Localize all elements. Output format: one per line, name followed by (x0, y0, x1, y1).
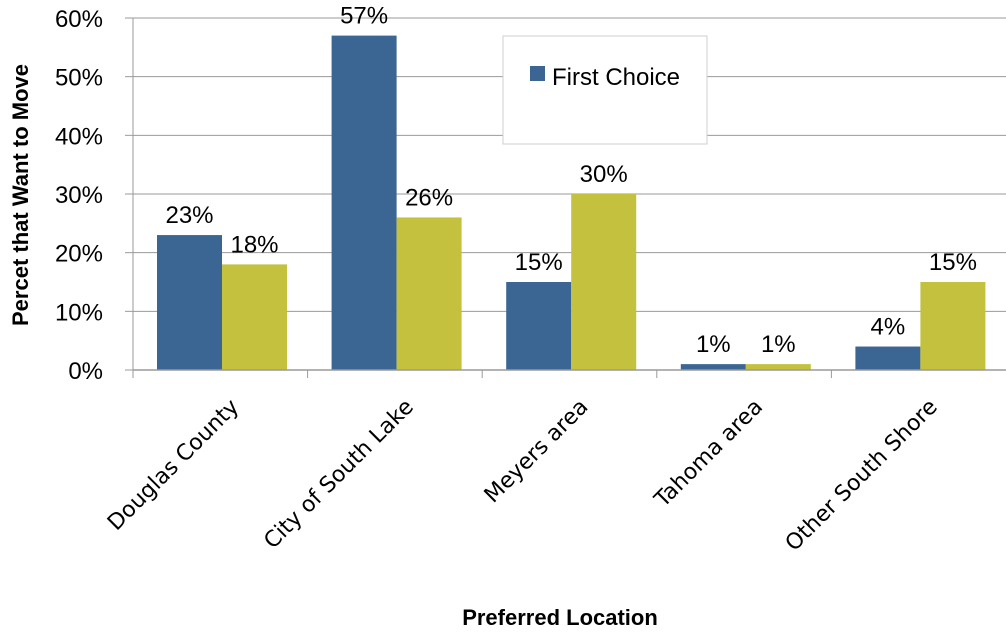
bar (506, 282, 572, 370)
data-label: 4% (871, 314, 906, 341)
y-tick-label: 30% (55, 182, 103, 209)
data-label: 23% (165, 202, 213, 229)
data-label: 15% (515, 249, 563, 276)
x-tick-label: Other South Shore (781, 395, 943, 557)
bars (157, 35, 986, 370)
bar (157, 235, 222, 370)
y-tick-label: 10% (55, 299, 103, 326)
x-axis-title: Preferred Location (462, 605, 658, 630)
data-label: 26% (405, 184, 453, 211)
legend-box (502, 35, 708, 145)
bar (920, 282, 986, 370)
data-label: 15% (929, 249, 977, 276)
legend-swatch-first-choice (530, 66, 545, 81)
bar (396, 217, 462, 370)
x-tick-label: City of South Lake (259, 395, 418, 554)
bar (331, 35, 397, 370)
data-labels: 23% 18% 57% 26% 15% 30% 1% 1% 4% 15% (165, 3, 976, 359)
bar (855, 346, 921, 370)
y-axis-title: Percet that Want to Move (8, 64, 33, 326)
data-label: 30% (580, 161, 628, 188)
y-tick-label: 60% (55, 6, 103, 33)
legend: First Choice (502, 35, 708, 145)
data-label: 1% (761, 331, 796, 358)
y-tick-label: 0% (68, 358, 103, 385)
x-tick-label: Douglas County (103, 395, 244, 536)
y-tick-label: 50% (55, 65, 103, 92)
bar (222, 264, 287, 370)
bar (571, 194, 637, 370)
x-axis (132, 369, 1006, 378)
bar (745, 364, 811, 370)
y-tick-label: 20% (55, 241, 103, 268)
data-label: 1% (696, 331, 731, 358)
y-axis-ticks: 0% 10% 20% 30% 40% 50% 60% (55, 6, 134, 385)
y-tick-label: 40% (55, 123, 103, 150)
x-axis-categories: Douglas County City of South Lake Meyers a… (103, 395, 943, 557)
bar (680, 364, 746, 370)
x-tick-label: Tahoma area (649, 395, 768, 514)
data-label: 18% (230, 231, 278, 258)
legend-label-first-choice: First Choice (552, 64, 680, 91)
data-label: 57% (340, 3, 388, 30)
x-tick-label: Meyers area (480, 395, 594, 509)
